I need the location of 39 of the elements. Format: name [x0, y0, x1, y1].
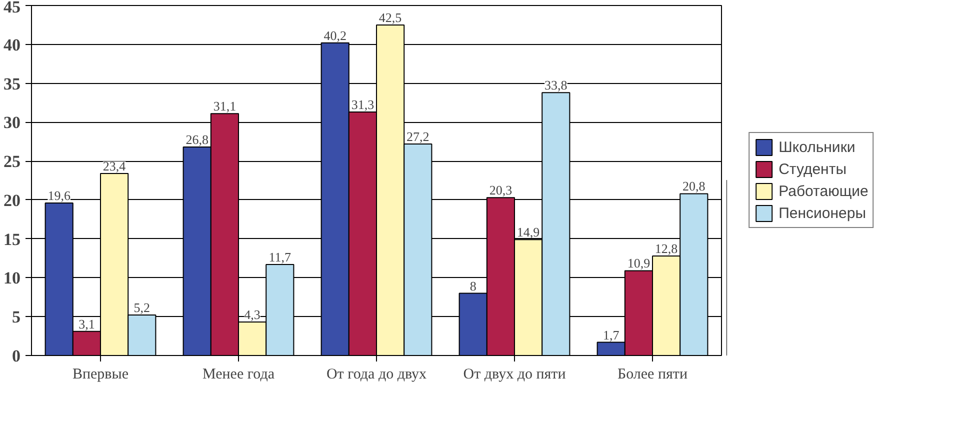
data-label: 26,8 [186, 132, 208, 148]
x-tick-label: Впервые [72, 366, 129, 382]
data-label: 42,5 [378, 10, 402, 25]
y-tick-label: 10 [4, 268, 20, 288]
data-label: 14,9 [516, 224, 540, 240]
legend-label: Работающие [778, 182, 868, 200]
data-label: 23,4 [102, 158, 126, 174]
x-tick-label: От года до двух [326, 366, 428, 382]
data-label: 4,3 [244, 307, 260, 322]
data-label: 33,8 [544, 78, 568, 93]
y-tick-label: 20 [4, 190, 20, 210]
y-tick-label: 30 [4, 113, 20, 132]
y-tick-label: 40 [4, 35, 20, 54]
data-label: 8 [470, 278, 476, 294]
data-label: 11,7 [268, 250, 292, 264]
y-tick-label: 15 [4, 230, 20, 249]
y-tick-label: 35 [4, 74, 20, 94]
x-tick-label: Более пяти [618, 366, 688, 382]
data-label: 31,3 [351, 97, 374, 112]
legend-label: Студенты [778, 160, 846, 178]
y-tick-label: 25 [4, 152, 20, 172]
y-tick-label: 0 [12, 346, 20, 366]
y-tick-label: 45 [4, 0, 20, 16]
data-label: 10,9 [627, 256, 650, 271]
x-tick-label: Менее года [202, 366, 275, 382]
data-label: 31,1 [213, 98, 236, 114]
data-label: 3,1 [78, 316, 95, 332]
x-tick-label: От двух до пяти [463, 366, 566, 382]
data-label: 12,8 [654, 240, 678, 256]
legend-label: Пенсионеры [778, 204, 866, 222]
data-label: 5,2 [134, 300, 150, 316]
data-label: 20,3 [489, 182, 512, 198]
data-label: 40,2 [324, 28, 346, 43]
data-label: 20,8 [682, 178, 706, 194]
data-label: 1,7 [602, 327, 620, 342]
data-label: 27,2 [406, 128, 430, 144]
data-label: 19,6 [48, 188, 71, 204]
y-tick-label: 5 [12, 308, 20, 327]
legend-label: Школьники [778, 138, 856, 156]
